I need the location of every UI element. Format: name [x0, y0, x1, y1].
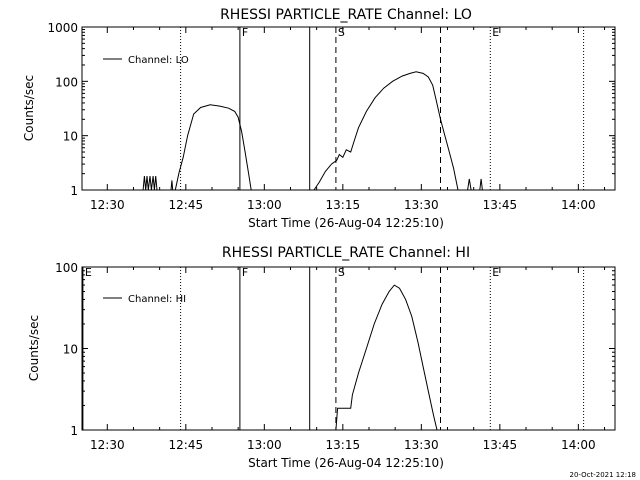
x-tick-label: 13:45	[483, 438, 518, 452]
x-tick-label: 14:00	[561, 198, 596, 212]
x-tick-label: 13:15	[326, 438, 361, 452]
series-line-segment	[170, 180, 174, 191]
event-label: E	[85, 266, 92, 279]
x-tick-label: 12:30	[90, 198, 125, 212]
y-tick-label: 10	[63, 130, 78, 144]
event-label: S	[338, 266, 345, 279]
x-tick-label: 13:00	[247, 198, 282, 212]
x-axis-label: Start Time (26-Aug-04 12:25:10)	[248, 456, 444, 470]
x-tick-label: 12:45	[169, 198, 204, 212]
series-line-segment	[479, 178, 483, 191]
y-tick-label: 100	[55, 75, 78, 89]
timestamp: 20-Oct-2021 12:18	[570, 471, 636, 479]
x-tick-label: 13:30	[404, 198, 439, 212]
series-line-segment	[467, 178, 472, 191]
event-label: S	[338, 26, 345, 39]
series-line-segment	[142, 176, 158, 191]
y-tick-label: 10	[63, 343, 78, 357]
event-label: F	[242, 266, 248, 279]
chart-title: RHESSI PARTICLE_RATE Channel: HI	[222, 245, 470, 261]
chart-title: RHESSI PARTICLE_RATE Channel: LO	[220, 7, 472, 23]
y-tick-label: 1	[70, 424, 78, 438]
x-tick-label: 13:15	[326, 198, 361, 212]
y-tick-label: 100	[55, 261, 78, 275]
x-axis-label: Start Time (26-Aug-04 12:25:10)	[248, 216, 444, 230]
x-tick-label: 12:45	[169, 438, 204, 452]
series-line-segment	[174, 104, 252, 191]
x-tick-label: 13:45	[483, 198, 518, 212]
series-line-segment	[313, 71, 459, 191]
series-line-segment	[335, 284, 438, 431]
x-tick-label: 13:00	[247, 438, 282, 452]
panel-lo: RHESSI PARTICLE_RATE Channel: LO F S E 12:…	[22, 7, 616, 230]
legend-label: Channel: LO	[128, 55, 189, 66]
legend-label: Channel: HI	[128, 294, 186, 305]
panel-hi: RHESSI PARTICLE_RATE Channel: HI E F S E 12…	[27, 245, 616, 470]
event-label: F	[242, 26, 248, 39]
event-label: E	[492, 266, 499, 279]
y-axis-label: Counts/sec	[22, 75, 36, 141]
plot-frame	[81, 26, 616, 191]
y-axis-label: Counts/sec	[27, 315, 41, 381]
event-label: E	[492, 26, 499, 39]
y-tick-label: 1	[70, 184, 78, 198]
y-tick-label: 1000	[47, 21, 78, 35]
x-tick-label: 13:30	[404, 438, 439, 452]
x-tick-label: 12:30	[90, 438, 125, 452]
x-tick-label: 14:00	[561, 438, 596, 452]
